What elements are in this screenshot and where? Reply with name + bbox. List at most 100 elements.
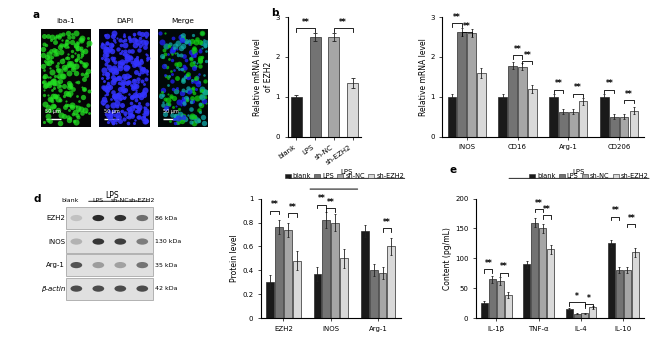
Text: a: a (32, 10, 40, 20)
Bar (467, 33, 476, 136)
Ellipse shape (70, 262, 82, 268)
Bar (313, 274, 321, 318)
Text: 50 μm: 50 μm (46, 109, 61, 114)
Ellipse shape (70, 215, 82, 221)
Text: EZH2: EZH2 (46, 215, 65, 221)
Text: 86 kDa: 86 kDa (155, 215, 177, 221)
Bar (489, 279, 496, 318)
Bar (590, 307, 597, 318)
Text: e: e (449, 165, 456, 175)
Text: d: d (33, 194, 41, 204)
Bar (582, 313, 588, 318)
Text: **: ** (318, 194, 326, 203)
Bar (523, 264, 530, 318)
Bar (539, 228, 546, 318)
Y-axis label: Relative mRNA level: Relative mRNA level (419, 38, 428, 116)
Text: **: ** (484, 259, 492, 268)
Ellipse shape (70, 286, 82, 292)
Bar (275, 227, 283, 318)
Y-axis label: Relative mRNA level
of EZH2: Relative mRNA level of EZH2 (254, 38, 273, 116)
Text: **: ** (523, 51, 531, 60)
Bar (608, 244, 615, 318)
Bar (632, 252, 639, 318)
Text: sh-EZH2: sh-EZH2 (129, 198, 155, 203)
Text: **: ** (612, 206, 619, 215)
Bar (547, 249, 554, 318)
Bar (481, 303, 488, 318)
Bar (497, 281, 504, 318)
Bar (518, 67, 527, 136)
Ellipse shape (114, 238, 126, 245)
FancyBboxPatch shape (66, 278, 153, 300)
Bar (569, 112, 578, 136)
Text: **: ** (339, 18, 347, 27)
Text: 42 kDa: 42 kDa (155, 286, 177, 291)
Bar (477, 73, 486, 136)
Text: 130 kDa: 130 kDa (155, 239, 181, 244)
Legend: blank, LPS, sh-NC, sh-EZH2: blank, LPS, sh-NC, sh-EZH2 (285, 173, 404, 179)
Bar (508, 66, 517, 136)
Legend: blank, LPS, sh-NC, sh-EZH2: blank, LPS, sh-NC, sh-EZH2 (529, 173, 649, 179)
Text: 35 kDa: 35 kDa (155, 263, 177, 267)
Bar (630, 111, 638, 136)
Text: **: ** (271, 200, 278, 209)
Bar (387, 246, 395, 318)
Ellipse shape (136, 262, 148, 268)
FancyBboxPatch shape (158, 29, 208, 127)
Bar (504, 295, 512, 318)
Y-axis label: Protein level: Protein level (230, 235, 239, 282)
FancyBboxPatch shape (99, 29, 150, 127)
Bar (573, 314, 580, 318)
Text: **: ** (554, 79, 562, 88)
Text: *: * (575, 292, 579, 301)
Text: **: ** (463, 22, 471, 31)
Text: iNOS: iNOS (48, 239, 65, 245)
Ellipse shape (114, 262, 126, 268)
Bar (361, 231, 369, 318)
Y-axis label: Content (pg/mL): Content (pg/mL) (443, 227, 452, 290)
Text: **: ** (627, 213, 635, 223)
Text: **: ** (514, 45, 521, 54)
Ellipse shape (136, 215, 148, 221)
Text: **: ** (606, 79, 613, 88)
Bar (579, 102, 588, 136)
Text: **: ** (383, 218, 391, 227)
Text: LPS: LPS (105, 192, 119, 200)
Text: **: ** (575, 83, 582, 92)
Bar (458, 32, 466, 136)
Bar (370, 270, 378, 318)
Text: sh-NC: sh-NC (111, 198, 129, 203)
Ellipse shape (114, 286, 126, 292)
Bar (293, 261, 301, 318)
Ellipse shape (70, 238, 82, 245)
Bar (284, 230, 292, 318)
Text: **: ** (327, 198, 335, 207)
Text: **: ** (625, 90, 633, 99)
Text: Arg-1: Arg-1 (46, 262, 65, 268)
Bar (291, 97, 302, 136)
FancyBboxPatch shape (66, 207, 153, 229)
Text: **: ** (543, 205, 551, 214)
Text: LPS: LPS (93, 198, 104, 203)
FancyBboxPatch shape (66, 231, 153, 253)
Bar (528, 89, 537, 136)
Bar (616, 270, 623, 318)
Ellipse shape (92, 238, 104, 245)
Bar (378, 273, 386, 318)
Bar (347, 83, 358, 136)
Bar (531, 223, 538, 318)
Text: *: * (587, 294, 591, 303)
Text: **: ** (289, 203, 296, 212)
Text: b: b (272, 8, 279, 17)
Bar (559, 112, 568, 136)
Ellipse shape (136, 238, 148, 245)
Text: DAPI: DAPI (116, 18, 133, 24)
Bar (624, 270, 631, 318)
Text: **: ** (500, 262, 508, 272)
Text: 50 μm: 50 μm (104, 109, 120, 114)
Text: **: ** (535, 199, 543, 208)
Bar (340, 258, 348, 318)
Text: **: ** (302, 18, 309, 27)
FancyBboxPatch shape (41, 29, 91, 127)
Text: β-actin: β-actin (40, 286, 65, 292)
